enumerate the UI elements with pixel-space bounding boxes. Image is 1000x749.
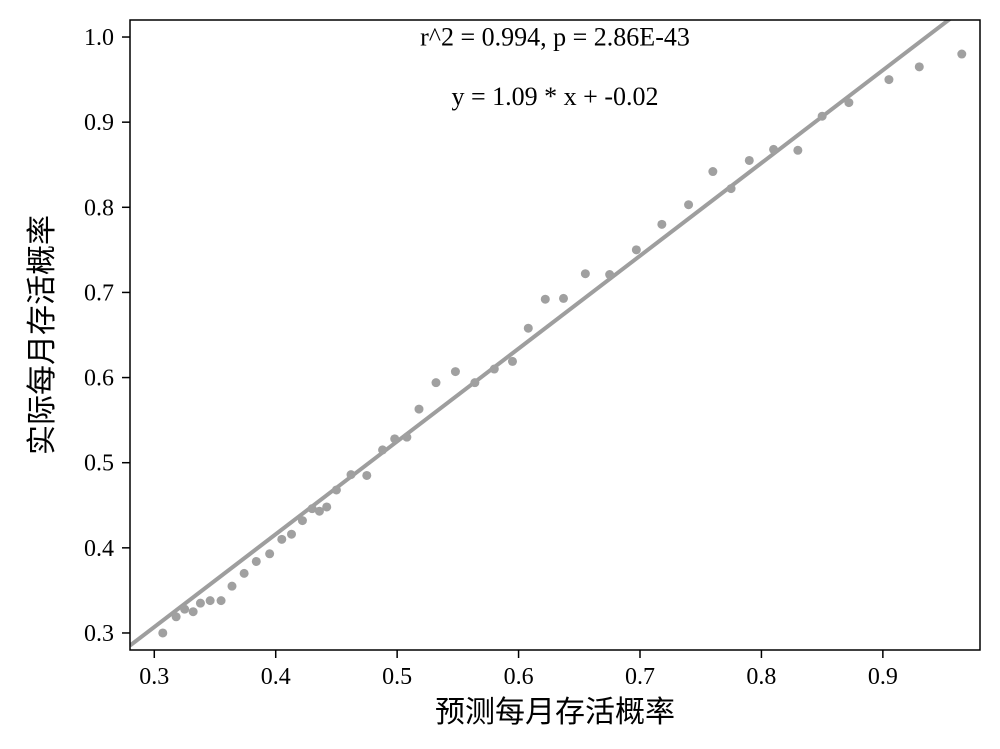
x-tick-label: 0.4	[261, 664, 291, 690]
chart-annotation: r^2 = 0.994, p = 2.86E-43	[420, 23, 690, 52]
data-point	[252, 557, 261, 566]
data-point	[708, 167, 717, 176]
data-point	[605, 270, 614, 279]
data-point	[378, 445, 387, 454]
y-tick-label: 0.5	[84, 451, 114, 477]
chart-annotation: y = 1.09 * x + -0.02	[452, 82, 659, 111]
data-point	[684, 200, 693, 209]
data-point	[189, 607, 198, 616]
data-point	[347, 470, 356, 479]
data-point	[915, 62, 924, 71]
x-tick-label: 0.7	[625, 664, 655, 690]
data-point	[390, 434, 399, 443]
data-point	[490, 365, 499, 374]
data-point	[769, 145, 778, 154]
data-point	[432, 378, 441, 387]
data-point	[287, 530, 296, 539]
data-point	[206, 596, 215, 605]
y-axis-title: 实际每月存活概率	[26, 215, 59, 455]
y-tick-label: 0.7	[84, 280, 114, 306]
data-point	[451, 367, 460, 376]
chart-container: 0.3 0.4 0.5 0.6 0.7 0.8 0.9 0.3 0.4 0.5 0.6 0.7 0.8 0…	[0, 0, 1000, 749]
data-point	[581, 269, 590, 278]
y-tick-label: 1.0	[84, 25, 114, 51]
data-point	[362, 471, 371, 480]
data-point	[657, 220, 666, 229]
y-tick-label: 0.8	[84, 195, 114, 221]
data-point	[415, 405, 424, 414]
data-point	[172, 612, 181, 621]
data-point	[884, 75, 893, 84]
data-point	[402, 433, 411, 442]
data-point	[298, 516, 307, 525]
x-tick-label: 0.3	[139, 664, 169, 690]
data-point	[508, 357, 517, 366]
data-point	[745, 156, 754, 165]
data-point	[559, 294, 568, 303]
data-point	[524, 324, 533, 333]
data-point	[332, 485, 341, 494]
data-point	[844, 98, 853, 107]
data-point	[217, 596, 226, 605]
data-point	[196, 599, 205, 608]
data-point	[793, 146, 802, 155]
data-point	[265, 549, 274, 558]
data-point	[818, 112, 827, 121]
x-axis-title: 预测每月存活概率	[435, 696, 675, 729]
data-point	[957, 50, 966, 59]
y-tick-label: 0.3	[84, 621, 114, 647]
y-tick-label: 0.4	[84, 536, 114, 562]
y-tick-label: 0.6	[84, 366, 114, 392]
data-point	[228, 582, 237, 591]
x-tick-label: 0.9	[868, 664, 898, 690]
data-point	[322, 502, 331, 511]
x-tick-label: 0.5	[382, 664, 412, 690]
data-point	[277, 535, 286, 544]
data-point	[240, 569, 249, 578]
data-point	[470, 378, 479, 387]
data-point	[632, 245, 641, 254]
x-tick-label: 0.6	[504, 664, 534, 690]
data-point	[727, 184, 736, 193]
scatter-chart: 0.3 0.4 0.5 0.6 0.7 0.8 0.9 0.3 0.4 0.5 0.6 0.7 0.8 0…	[0, 0, 1000, 749]
data-point	[541, 295, 550, 304]
data-point	[158, 628, 167, 637]
data-point	[180, 605, 189, 614]
y-tick-label: 0.9	[84, 110, 114, 136]
x-tick-label: 0.8	[746, 664, 776, 690]
